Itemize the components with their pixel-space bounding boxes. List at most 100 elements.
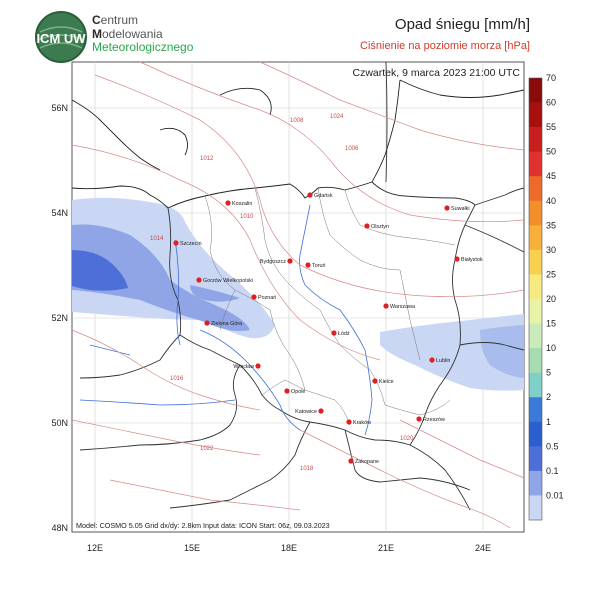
header: ICM UW Centrum Modelowania Meteorologicz… [0, 0, 600, 63]
org-line-2: Modelowania [92, 26, 163, 41]
colorbar-segment [529, 225, 542, 251]
snow-area-west-mid [72, 224, 250, 331]
city-label-lodz: Łódź [338, 331, 350, 337]
longitude-labels: 12E 15E 18E 21E 24E [87, 543, 491, 553]
colorbar-segment [529, 102, 542, 128]
colorbar-segment [529, 176, 542, 202]
isobar-label: 1010 [240, 214, 254, 220]
isobars [71, 61, 525, 529]
city-marker-lublin [429, 357, 435, 363]
colorbar-segment [529, 200, 542, 226]
city-label-suwalki: Suwałki [451, 206, 470, 212]
city-marker-zielona-gora [204, 320, 210, 326]
colorbar-segment [529, 348, 542, 373]
colorbar-label: 0.5 [546, 441, 559, 451]
colorbar-label: 20 [546, 294, 556, 304]
isobar-label: 1012 [200, 156, 214, 162]
map-subtitle: Ciśnienie na poziomie morza [hPa] [360, 40, 530, 52]
city-label-zakopane: Zakopane [355, 459, 379, 465]
longitude-label: 24E [475, 543, 491, 553]
city-label-torun: Toruń [312, 263, 325, 269]
snow-area-west-core [72, 250, 128, 291]
model-info-footer: Model: COSMO 5.05 Grid dx/dy: 2.8km Inpu… [76, 521, 330, 530]
latitude-label: 52N [51, 313, 68, 323]
isobar-labels: 1006 1008 1010 1012 1014 1016 1018 1020 1022 1024 [150, 114, 414, 472]
longitude-label: 18E [281, 543, 297, 553]
org-line-3: Meteorologicznego [92, 40, 194, 54]
colorbar-label: 45 [546, 171, 556, 181]
latitude-label: 50N [51, 418, 68, 428]
city-marker-katowice [318, 408, 324, 414]
city-label-koszalin: Koszalin [232, 201, 252, 207]
colorbar-label: 5 [546, 368, 551, 378]
city-marker-zakopane [348, 458, 354, 464]
longitude-label: 15E [184, 543, 200, 553]
longitude-label: 21E [378, 543, 394, 553]
city-marker-olsztyn [364, 223, 370, 229]
city-label-gorzow-wielkopolski: Gorzów Wielkopolski [203, 278, 253, 284]
colorbar: 70 60 55 50 45 40 35 30 25 20 15 10 5 2 1 0.5 0.1 0.01 [528, 73, 564, 521]
city-label-lublin: Lublin [436, 358, 450, 364]
colorbar-label: 10 [546, 343, 556, 353]
snow-area-east-inner [480, 325, 524, 378]
colorbar-label: 0.01 [546, 490, 564, 500]
colorbar-segment [529, 495, 542, 521]
city-marker-gorzow-wielkopolski [196, 277, 202, 283]
country-borders [79, 61, 525, 511]
colorbar-outline [528, 77, 543, 521]
cities-layer: Gdańsk Suwałki Koszalin Olsztyn Szczecin Biał… [173, 192, 483, 465]
colorbar-label: 25 [546, 269, 556, 279]
colorbar-segment [529, 299, 542, 324]
map-title: Opad śniegu [mm/h] [394, 16, 530, 33]
colorbar-segment [529, 323, 542, 349]
city-marker-bydgoszcz [287, 258, 293, 264]
isobar-label: 1018 [300, 466, 314, 472]
colorbar-label: 40 [546, 196, 556, 206]
city-label-poznan: Poznań [258, 295, 276, 301]
city-marker-koszalin [225, 200, 231, 206]
city-marker-poznan [251, 294, 257, 300]
latitude-labels: 56N 54N 52N 50N 48N [51, 103, 68, 533]
isobar-label: 1006 [345, 146, 359, 152]
valid-time-label: Czwartek, 9 marca 2023 21:00 UTC [353, 67, 521, 79]
city-marker-kielce [372, 378, 378, 384]
city-label-zielona-gora: Zielona Góra [211, 321, 242, 327]
colorbar-label: 1 [546, 417, 551, 427]
isobar-label: 1024 [330, 114, 344, 120]
snowfall-areas [72, 197, 524, 391]
city-marker-szczecin [173, 240, 179, 246]
rivers [79, 204, 373, 436]
colorbar-segment [529, 421, 542, 447]
logo-text: ICM UW [36, 31, 86, 46]
colorbar-label: 60 [546, 98, 556, 108]
city-label-bialystok: Białystok [461, 257, 483, 263]
city-marker-lodz [331, 330, 337, 336]
colorbar-label: 50 [546, 147, 556, 157]
graticule [72, 62, 524, 532]
colorbar-label: 15 [546, 319, 556, 329]
isobar-label: 1016 [170, 376, 184, 382]
colorbar-segment [529, 274, 542, 300]
isobar-label: 1020 [400, 436, 414, 442]
colorbar-label: 30 [546, 245, 556, 255]
city-label-katowice: Katowice [295, 409, 317, 415]
city-label-gdansk: Gdańsk [314, 193, 333, 199]
snow-area-west-band [190, 285, 240, 302]
isobar-label: 1022 [200, 446, 214, 452]
colorbar-segment [529, 151, 542, 177]
colorbar-label: 0.1 [546, 466, 559, 476]
city-marker-suwalki [444, 205, 450, 211]
city-label-olsztyn: Olsztyn [371, 224, 389, 230]
city-marker-krakow [346, 419, 352, 425]
city-marker-bialystok [454, 256, 460, 262]
colorbar-segment [529, 127, 542, 152]
latitude-label: 54N [51, 208, 68, 218]
longitude-label: 12E [87, 543, 103, 553]
region-borders [204, 187, 456, 426]
isobar-label: 1014 [150, 236, 164, 242]
city-label-wroclaw: Wrocław [233, 364, 254, 370]
latitude-label: 56N [51, 103, 68, 113]
icm-logo-graphic: ICM UW [35, 11, 87, 63]
coastlines [71, 79, 525, 209]
